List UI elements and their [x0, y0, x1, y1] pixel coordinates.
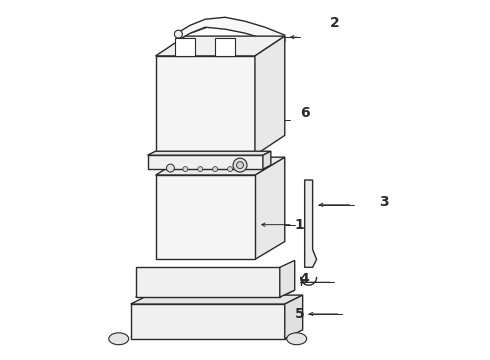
Ellipse shape [287, 333, 307, 345]
Polygon shape [305, 180, 317, 267]
Text: 1: 1 [294, 218, 304, 231]
Polygon shape [280, 260, 294, 297]
Text: 3: 3 [379, 195, 389, 209]
Text: 6: 6 [300, 105, 309, 120]
Polygon shape [155, 36, 285, 56]
Circle shape [213, 167, 218, 172]
Circle shape [227, 167, 233, 172]
Polygon shape [131, 304, 285, 339]
Polygon shape [155, 157, 285, 175]
Polygon shape [131, 295, 303, 304]
Polygon shape [147, 155, 263, 169]
Polygon shape [285, 295, 303, 339]
Text: 4: 4 [300, 272, 310, 286]
Polygon shape [136, 267, 280, 297]
Polygon shape [255, 36, 285, 155]
Circle shape [237, 162, 244, 168]
Circle shape [174, 30, 182, 38]
Ellipse shape [109, 333, 129, 345]
Polygon shape [255, 157, 285, 260]
Polygon shape [136, 290, 294, 297]
Polygon shape [177, 17, 285, 43]
Polygon shape [155, 175, 255, 260]
Circle shape [198, 167, 203, 172]
Polygon shape [175, 38, 196, 56]
Polygon shape [215, 38, 235, 56]
Circle shape [233, 158, 247, 172]
Polygon shape [155, 56, 255, 155]
Text: 5: 5 [294, 307, 304, 321]
Circle shape [183, 167, 188, 172]
Circle shape [167, 164, 174, 172]
Text: 2: 2 [329, 16, 339, 30]
Polygon shape [263, 151, 271, 169]
Polygon shape [147, 151, 271, 155]
